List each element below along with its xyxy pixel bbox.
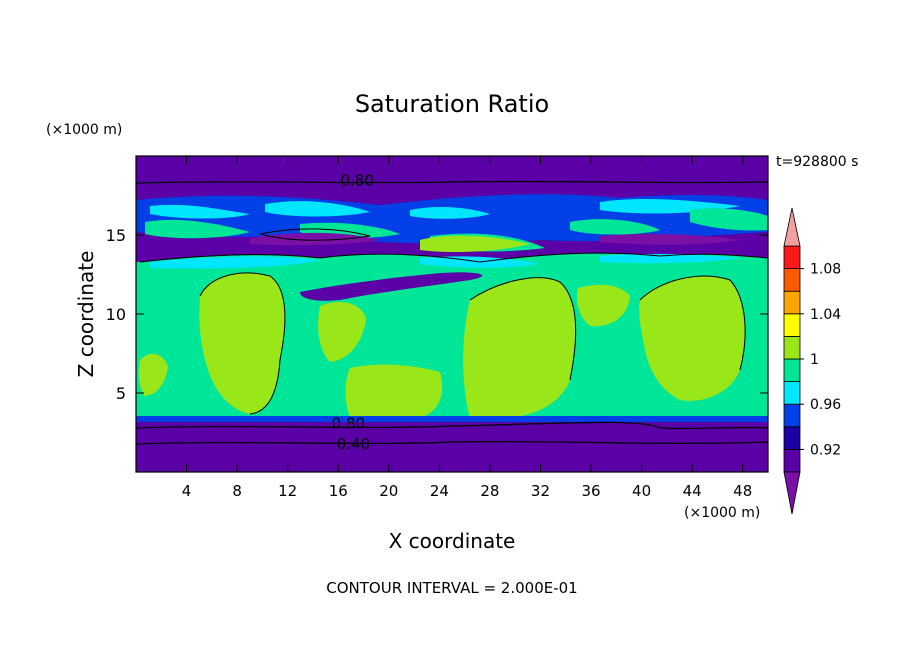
x-tick-label: 20 bbox=[379, 482, 398, 500]
y-axis-label: Z coordinate bbox=[74, 251, 98, 378]
x-tick-label: 12 bbox=[278, 482, 297, 500]
mid-purple-intrusion bbox=[300, 272, 483, 301]
colorbar-segment bbox=[783, 381, 801, 405]
contour-labels: 0.80 0.80 0.40 bbox=[332, 171, 374, 453]
x-tick-label: 8 bbox=[232, 482, 242, 500]
green-yellow-blobs bbox=[138, 235, 746, 418]
contour-line-lower-080 bbox=[136, 421, 768, 430]
colorbar-segment bbox=[783, 448, 801, 473]
x-axis-label: X coordinate bbox=[389, 529, 516, 553]
colorbar-segment bbox=[783, 358, 801, 383]
contour-label: 0.40 bbox=[337, 435, 370, 453]
colorbar-segment bbox=[783, 290, 801, 315]
y-axis: 5 10 15 bbox=[106, 226, 768, 403]
colorbar-tick-label: 0.92 bbox=[810, 442, 841, 458]
x-tick-label: 36 bbox=[581, 482, 600, 500]
colorbar-under-arrow bbox=[783, 471, 801, 515]
y-unit-label: (×1000 m) bbox=[46, 122, 122, 138]
x-tick-label: 24 bbox=[430, 482, 449, 500]
x-tick-label: 48 bbox=[733, 482, 752, 500]
upper-cyan-streaks bbox=[150, 199, 740, 219]
colorbar-segment bbox=[783, 245, 801, 270]
colorbar-tick-label: 1.08 bbox=[810, 262, 841, 278]
contour-label: 0.80 bbox=[340, 171, 373, 189]
colorbar-over-arrow bbox=[783, 207, 801, 247]
colorbar-tick-label: 1 bbox=[810, 352, 819, 368]
contour-line-mid bbox=[139, 228, 768, 415]
x-unit-label: (×1000 m) bbox=[684, 505, 760, 521]
contour-label: 0.80 bbox=[332, 415, 365, 433]
x-tick-label: 40 bbox=[632, 482, 651, 500]
x-tick-label: 44 bbox=[683, 482, 702, 500]
contour-field bbox=[136, 156, 768, 472]
colorbar-segment bbox=[783, 268, 801, 292]
upper-dark-streak bbox=[250, 232, 740, 246]
y-tick-label: 15 bbox=[106, 226, 126, 245]
contour-line-lower-040 bbox=[136, 440, 768, 445]
contour-line-upper bbox=[136, 180, 768, 184]
y-tick-label: 10 bbox=[106, 305, 126, 324]
colorbar-segment bbox=[783, 403, 801, 428]
lower-blue-edge bbox=[136, 416, 768, 422]
time-label: t=928800 s bbox=[776, 154, 858, 170]
x-tick-label: 32 bbox=[531, 482, 550, 500]
chart-title: Saturation Ratio bbox=[355, 90, 549, 118]
x-tick-label: 16 bbox=[329, 482, 348, 500]
colorbar-tick-label: 1.04 bbox=[810, 307, 841, 323]
colorbar-segment bbox=[783, 335, 801, 360]
x-tick-label: 4 bbox=[182, 482, 192, 500]
x-axis: 4 8 12 16 20 24 28 32 36 40 44 48 bbox=[182, 156, 752, 500]
colorbar-segment bbox=[783, 426, 801, 450]
contour-interval-footer: CONTOUR INTERVAL = 2.000E-01 bbox=[326, 579, 577, 597]
mid-cyan-fringe bbox=[150, 253, 740, 269]
colorbar: 0.92 0.96 1 1.04 1.08 bbox=[783, 207, 841, 515]
colorbar-tick-label: 0.96 bbox=[810, 397, 841, 413]
y-tick-label: 5 bbox=[116, 384, 126, 403]
x-tick-label: 28 bbox=[480, 482, 499, 500]
colorbar-segment bbox=[783, 313, 801, 337]
